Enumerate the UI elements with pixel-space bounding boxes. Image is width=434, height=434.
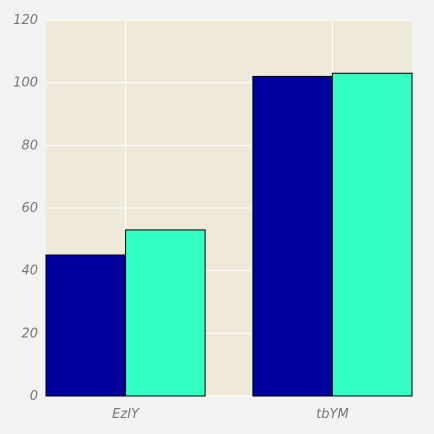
x-tick-label: EzIY bbox=[112, 407, 140, 422]
y-tick-label: 120 bbox=[13, 13, 38, 28]
bar bbox=[46, 255, 126, 396]
y-tick-label: 60 bbox=[21, 201, 38, 216]
y-tick-label: 80 bbox=[21, 138, 38, 153]
y-axis-ticks: 0 20 40 60 80 100 120 bbox=[13, 13, 38, 404]
y-tick-label: 20 bbox=[21, 326, 38, 341]
y-tick-label: 100 bbox=[13, 76, 38, 91]
bar bbox=[253, 76, 333, 396]
y-tick-label: 0 bbox=[30, 389, 38, 404]
bar bbox=[126, 230, 206, 396]
x-tick-label: tbYM bbox=[316, 407, 349, 422]
bar bbox=[332, 73, 412, 396]
x-axis-ticks: EzIY tbYM bbox=[112, 407, 349, 422]
y-tick-label: 40 bbox=[21, 264, 38, 279]
